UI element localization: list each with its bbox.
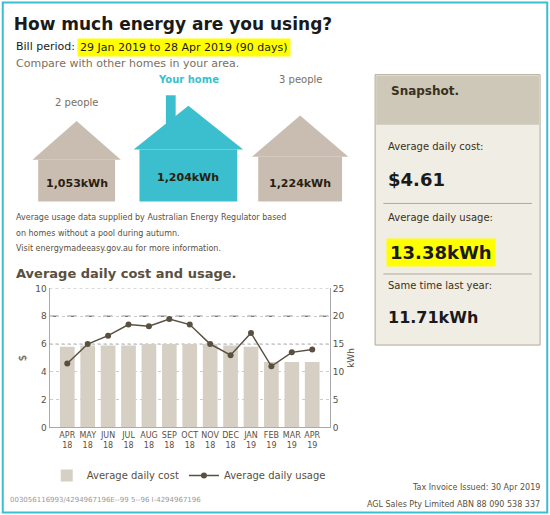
svg-text:13.38kWh: 13.38kWh [390,242,492,263]
svg-text:NOV18: NOV18 [201,431,219,450]
svg-text:Snapshot.: Snapshot. [391,84,459,98]
svg-text:$4.61: $4.61 [388,169,445,190]
svg-text:MAY18: MAY18 [79,431,96,450]
svg-text:Average daily cost:: Average daily cost: [388,141,484,152]
svg-text:JUL18: JUL18 [121,431,135,450]
svg-text:APR18: APR18 [59,431,75,450]
svg-text:25: 25 [333,284,344,294]
svg-text:29 Jan 2019 to 28 Apr 2019 (90: 29 Jan 2019 to 28 Apr 2019 (90 days) [80,41,288,54]
svg-text:Average daily usage:: Average daily usage: [388,212,493,223]
svg-text:10: 10 [333,367,345,377]
svg-text:OCT18: OCT18 [181,431,198,450]
svg-text:003056116993/4294967196E--99 5: 003056116993/4294967196E--99 5--96 I-429… [10,496,201,504]
svg-text:Your home: Your home [158,74,219,85]
svg-text:SEP18: SEP18 [162,431,177,450]
svg-text:JUN18: JUN18 [100,431,115,450]
svg-text:How much energy are you using?: How much energy are you using? [14,14,332,34]
svg-text:1,204kWh: 1,204kWh [157,171,219,184]
svg-text:AUG18: AUG18 [140,431,158,450]
svg-text:Average daily cost: Average daily cost [87,470,179,481]
svg-text:kWh: kWh [346,348,356,368]
svg-text:Average usage data supplied by: Average usage data supplied by Australia… [16,213,286,222]
svg-text:Average daily usage: Average daily usage [224,470,326,481]
svg-text:$: $ [16,354,29,361]
svg-text:5: 5 [333,395,339,405]
svg-text:8: 8 [41,311,47,321]
svg-text:11.71kWh: 11.71kWh [388,308,478,327]
svg-text:6: 6 [41,339,47,349]
svg-text:AGL Sales Pty Limited ABN 88 0: AGL Sales Pty Limited ABN 88 090 538 337 [367,500,540,509]
svg-text:20: 20 [333,311,345,321]
svg-text:Same time last year:: Same time last year: [388,280,492,291]
svg-text:2: 2 [41,395,47,405]
svg-text:10: 10 [35,284,47,294]
svg-text:Average daily cost and usage.: Average daily cost and usage. [16,266,237,281]
svg-text:2 people: 2 people [55,97,98,108]
svg-text:1,224kWh: 1,224kWh [269,177,331,190]
svg-text:4: 4 [41,367,47,377]
svg-text:Visit energymadeeasy.gov.au fo: Visit energymadeeasy.gov.au for more inf… [16,244,221,253]
svg-text:3 people: 3 people [279,74,322,85]
svg-text:MAR19: MAR19 [283,431,301,450]
svg-text:1,053kWh: 1,053kWh [46,177,108,190]
svg-text:DEC18: DEC18 [222,431,239,450]
svg-text:Bill period:: Bill period: [16,40,75,53]
svg-text:JAN19: JAN19 [243,431,258,450]
svg-text:APR19: APR19 [304,431,320,450]
svg-text:FEB19: FEB19 [264,431,279,450]
svg-text:on homes without a pool during: on homes without a pool during autumn. [16,229,180,238]
svg-text:15: 15 [333,339,344,349]
svg-text:Tax Invoice Issued: 30 Apr 201: Tax Invoice Issued: 30 Apr 2019 [412,483,540,492]
svg-text:0: 0 [333,423,339,433]
svg-text:0: 0 [41,423,47,433]
svg-text:Compare with other homes in yo: Compare with other homes in your area. [16,57,239,70]
